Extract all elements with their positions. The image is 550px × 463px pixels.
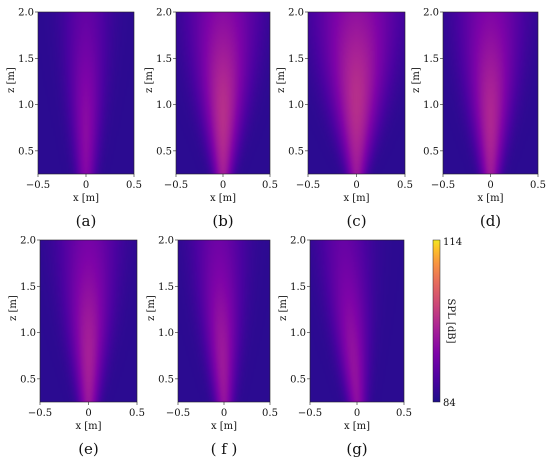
heatmap-panel-f: −0.5 0 0.5 0.5 1.0 1.5 2.0 x [m] z [m] ( f ) <box>146 236 278 459</box>
x-tick-label: −0.5 <box>298 408 322 419</box>
y-axis-label: z [m] <box>144 67 155 93</box>
y-tick-label: 2.0 <box>18 8 34 19</box>
y-tick-label: 0.5 <box>158 374 174 385</box>
y-tick-label: 1.5 <box>423 54 439 65</box>
x-tick-label: 0 <box>83 180 89 191</box>
heatmap-panel-a: −0.5 0 0.5 0.5 1.0 1.5 2.0 x [m] z [m] (a) <box>6 8 142 231</box>
y-axis-label: z [m] <box>146 295 157 321</box>
y-axis-label: z [m] <box>6 67 17 93</box>
heatmap-field-a <box>38 12 134 174</box>
heatmap-panel-d: −0.5 0 0.5 0.5 1.0 1.5 2.0 x [m] z [m] (d) <box>411 8 546 231</box>
subfigure-label-d: (d) <box>480 212 501 230</box>
x-tick-label: 0 <box>220 180 226 191</box>
heatmap-panel-c: −0.5 0 0.5 0.5 1.0 1.5 2.0 x [m] z [m] (c) <box>276 8 413 231</box>
x-tick-label: −0.5 <box>28 408 52 419</box>
colorbar-gradient <box>432 239 441 403</box>
y-tick-label: 1.0 <box>423 100 439 111</box>
y-tick-label: 0.5 <box>290 374 306 385</box>
y-tick-label: 1.5 <box>18 54 34 65</box>
y-axis-label: z [m] <box>276 67 287 93</box>
y-tick-label: 2.0 <box>158 236 174 247</box>
y-axis-label: z [m] <box>8 295 19 321</box>
y-axis-label: z [m] <box>411 67 422 93</box>
colorbar-min-label: 84 <box>443 398 456 409</box>
y-tick-label: 2.0 <box>288 8 304 19</box>
y-tick-label: 1.0 <box>18 100 34 111</box>
heatmap-panel-g: −0.5 0 0.5 0.5 1.0 1.5 2.0 x [m] z [m] (g) <box>278 236 412 459</box>
x-tick-label: 0.5 <box>262 408 278 419</box>
y-tick-label: 2.0 <box>290 236 306 247</box>
y-tick-label: 0.5 <box>18 146 34 157</box>
y-tick-label: 0.5 <box>20 374 36 385</box>
x-axis-label: x [m] <box>477 193 503 204</box>
x-tick-label: 0 <box>85 408 91 419</box>
heatmap-field-c <box>308 12 405 174</box>
y-axis-label: z [m] <box>278 295 289 321</box>
x-tick-label: 0.5 <box>262 180 278 191</box>
x-axis-label: x [m] <box>75 421 101 432</box>
subfigure-label-e: (e) <box>78 440 99 458</box>
colorbar-label: SPL [dB] <box>445 299 456 344</box>
y-tick-label: 0.5 <box>288 146 304 157</box>
x-axis-label: x [m] <box>73 193 99 204</box>
y-tick-label: 1.5 <box>288 54 304 65</box>
y-tick-label: 0.5 <box>423 146 439 157</box>
x-axis-label: x [m] <box>211 421 237 432</box>
subfigure-label-b: (b) <box>212 212 233 230</box>
y-tick-label: 1.0 <box>20 328 36 339</box>
heatmap-field-d <box>443 12 538 174</box>
x-tick-label: −0.5 <box>164 180 188 191</box>
heatmap-field-b <box>176 12 270 174</box>
x-tick-label: 0.5 <box>530 180 546 191</box>
heatmap-panel-e: −0.5 0 0.5 0.5 1.0 1.5 2.0 x [m] z [m] (e) <box>8 236 145 459</box>
x-tick-label: 0 <box>221 408 227 419</box>
heatmap-field-g <box>310 240 404 402</box>
x-tick-label: 0.5 <box>397 180 413 191</box>
y-tick-label: 1.5 <box>20 282 36 293</box>
heatmap-panel-b: −0.5 0 0.5 0.5 1.0 1.5 2.0 x [m] z [m] (b) <box>144 8 278 231</box>
heatmap-field-f <box>178 240 270 402</box>
x-tick-label: −0.5 <box>431 180 455 191</box>
x-tick-label: 0.5 <box>396 408 412 419</box>
y-tick-label: 1.5 <box>290 282 306 293</box>
y-tick-label: 1.0 <box>158 328 174 339</box>
y-tick-label: 1.0 <box>290 328 306 339</box>
x-axis-label: x [m] <box>343 193 369 204</box>
y-tick-label: 1.5 <box>158 282 174 293</box>
x-tick-label: 0.5 <box>126 180 142 191</box>
y-tick-label: 0.5 <box>156 146 172 157</box>
y-tick-label: 1.0 <box>156 100 172 111</box>
x-tick-label: −0.5 <box>166 408 190 419</box>
x-axis-label: x [m] <box>210 193 236 204</box>
x-tick-label: 0 <box>354 408 360 419</box>
x-axis-label: x [m] <box>344 421 370 432</box>
x-tick-label: −0.5 <box>296 180 320 191</box>
subfigure-label-g: (g) <box>346 440 367 458</box>
x-tick-label: 0.5 <box>129 408 145 419</box>
y-tick-label: 2.0 <box>423 8 439 19</box>
subfigure-label-c: (c) <box>346 212 366 230</box>
subfigure-label-f: ( f ) <box>211 440 238 458</box>
x-tick-label: 0 <box>487 180 493 191</box>
x-tick-label: −0.5 <box>26 180 50 191</box>
colorbar: 114 84 SPL [dB] <box>432 237 462 409</box>
y-tick-label: 2.0 <box>156 8 172 19</box>
y-tick-label: 1.5 <box>156 54 172 65</box>
subfigure-label-a: (a) <box>76 212 97 230</box>
x-tick-label: 0 <box>353 180 359 191</box>
colorbar-max-label: 114 <box>443 237 462 248</box>
heatmap-field-e <box>40 240 137 402</box>
y-tick-label: 1.0 <box>288 100 304 111</box>
y-tick-label: 2.0 <box>20 236 36 247</box>
